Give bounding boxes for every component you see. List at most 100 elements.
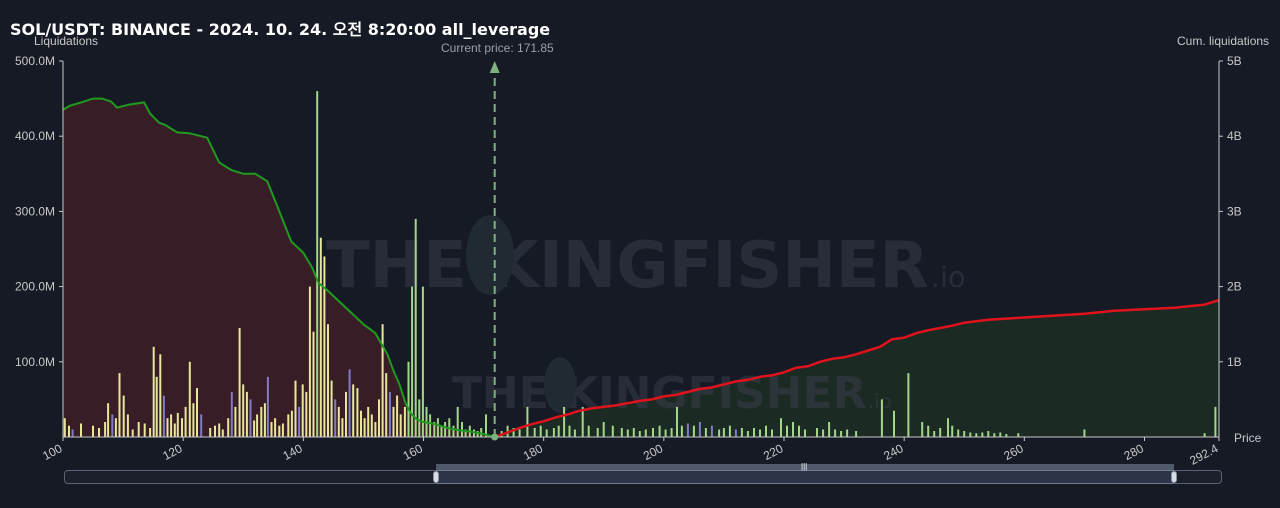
liquidation-bar	[855, 431, 858, 437]
liquidation-bar	[323, 256, 326, 437]
cum-fill-long	[494, 300, 1219, 437]
liquidation-bar	[131, 429, 134, 437]
liquidation-bar	[348, 369, 351, 437]
liquidation-bar	[92, 425, 94, 437]
liquidation-bar	[245, 391, 248, 437]
y-right-tick-label: 4B	[1227, 129, 1242, 143]
right-axis-title: Cum. liquidations	[1177, 34, 1270, 48]
liquidation-bar	[159, 354, 162, 437]
cumulative-lines	[62, 97, 1220, 439]
liquidation-bar	[152, 346, 155, 437]
liquidation-bar	[951, 425, 954, 437]
liquidation-bar	[433, 422, 436, 437]
liquidation-bar	[316, 91, 319, 437]
kingfisher-bird-icon	[466, 215, 514, 295]
liquidation-bar	[319, 237, 322, 437]
cum-fill-short	[63, 98, 495, 437]
liquidation-bar	[80, 423, 82, 437]
liquidation-bar	[658, 425, 661, 437]
x-tick-label: 200	[641, 441, 666, 463]
liquidation-bar	[234, 406, 237, 437]
liquidation-bar	[644, 429, 647, 437]
range-grip-icon[interactable]: |||	[801, 462, 808, 471]
liquidation-bar	[652, 428, 654, 437]
liquidation-bar	[126, 414, 129, 437]
liquidation-bar	[374, 422, 377, 437]
liquidation-bar	[287, 414, 290, 437]
liquidation-bar	[573, 429, 576, 437]
liquidation-bar	[798, 425, 800, 437]
liquidation-bar	[664, 429, 667, 437]
liquidation-bar	[987, 431, 990, 437]
y-right-tick-label: 1B	[1227, 355, 1242, 369]
current-price-dot	[491, 433, 499, 441]
liquidation-bar	[392, 406, 395, 437]
liquidation-bar	[632, 428, 635, 437]
liquidation-bar	[162, 395, 165, 437]
liquidation-bar	[975, 433, 978, 437]
liquidation-bar	[638, 431, 641, 437]
range-handle-left[interactable]	[433, 471, 439, 483]
range-selected-bar[interactable]	[436, 464, 1174, 470]
watermark-text: .io	[931, 260, 966, 294]
liquidation-bar	[104, 422, 107, 437]
liquidation-bar	[436, 418, 439, 437]
liquidation-bar	[1005, 434, 1008, 437]
liquidation-bar	[278, 425, 281, 437]
x-tick-label: 180	[521, 441, 546, 463]
liquidation-bar	[385, 373, 388, 437]
watermark-text: .io	[868, 390, 892, 413]
liquidation-bar	[670, 428, 673, 437]
liquidation-bar	[230, 391, 233, 437]
x-tick-label: 260	[1001, 441, 1026, 463]
left-axis-title: Liquidations	[34, 34, 99, 48]
x-tick-label: 220	[761, 441, 786, 463]
liquidation-bar	[414, 218, 417, 437]
liquidation-bar	[718, 429, 721, 437]
liquidation-bar	[407, 361, 410, 437]
liquidation-bar	[545, 429, 548, 437]
liquidation-bar	[396, 395, 399, 437]
liquidation-bar	[214, 425, 216, 437]
liquidation-bar	[686, 423, 689, 437]
liquidation-bar	[746, 431, 749, 437]
liquidation-bar	[526, 406, 529, 437]
liquidation-bar	[312, 331, 315, 437]
liquidation-bar	[71, 429, 74, 437]
liquidation-bar	[188, 361, 191, 437]
liquidation-bar	[480, 428, 483, 437]
kingfisher-bird-icon	[544, 357, 576, 413]
liquidation-bar	[249, 399, 252, 437]
liquidation-bar	[557, 425, 560, 437]
liquidation-bar	[456, 406, 459, 437]
liquidation-bar	[907, 373, 910, 437]
liquidation-bar	[771, 429, 773, 437]
liquidation-bar	[461, 422, 463, 437]
x-tick-label: 280	[1122, 441, 1147, 463]
liquidation-bar	[360, 410, 362, 437]
liquidation-bar	[963, 431, 966, 437]
liquidation-bar	[114, 418, 117, 437]
liquidation-bar	[290, 410, 293, 437]
liquidation-bar	[421, 286, 424, 437]
liquidation-bar	[63, 418, 66, 437]
y-left-tick-label: 400.0M	[15, 129, 55, 143]
liquidation-bar	[969, 432, 972, 437]
liquidation-bar	[611, 425, 614, 437]
x-tick-label: 160	[401, 441, 426, 463]
liquidation-bar	[734, 429, 737, 437]
liquidation-bar	[792, 422, 794, 437]
liquidation-bar	[253, 420, 256, 437]
liquidation-bar	[834, 429, 837, 437]
y-right-tick-label: 5B	[1227, 54, 1242, 68]
chart-title: SOL/USDT: BINANCE - 2024. 10. 24. 오전 8:2…	[10, 20, 551, 39]
liquidation-bar	[753, 428, 755, 437]
y-left-tick-label: 200.0M	[15, 280, 55, 294]
range-handle-right[interactable]	[1171, 471, 1177, 483]
range-selector-window[interactable]	[436, 470, 1174, 484]
liquidation-bar	[728, 425, 731, 437]
liquidation-bar	[98, 428, 100, 437]
liquidation-bar	[804, 429, 806, 437]
liquidation-bar	[846, 429, 849, 437]
